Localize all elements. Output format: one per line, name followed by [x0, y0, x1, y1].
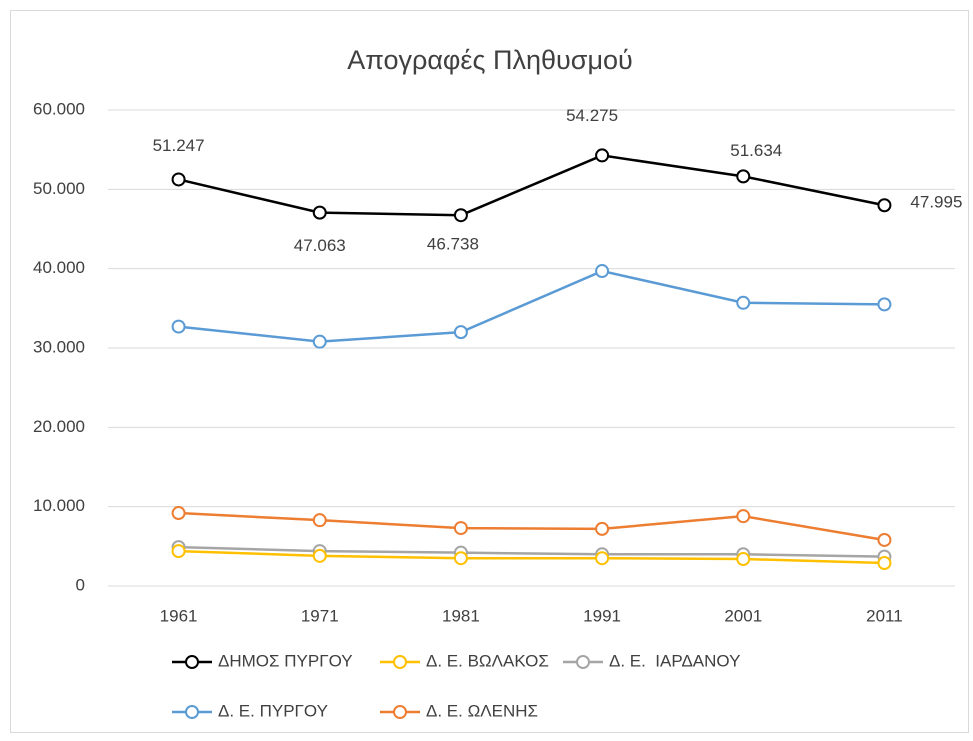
- point-marker: [736, 295, 751, 310]
- point-marker: [453, 208, 468, 223]
- point-marker: [595, 148, 610, 163]
- point-marker: [171, 319, 186, 334]
- data-label: 46.738: [427, 235, 479, 254]
- point-marker: [877, 198, 892, 213]
- data-label: 54.275: [566, 106, 618, 125]
- point-marker: [312, 513, 327, 528]
- data-label: 47.063: [294, 236, 346, 255]
- point-marker: [312, 334, 327, 349]
- y-tick-label: 50.000: [33, 179, 85, 198]
- point-marker: [312, 205, 327, 220]
- point-marker: [877, 532, 892, 547]
- legend-label: Δ. Ε. ΩΛΕΝΗΣ: [426, 701, 538, 720]
- data-label: 51.634: [730, 141, 782, 160]
- x-tick-label: 2011: [866, 606, 903, 625]
- point-marker: [736, 509, 751, 524]
- point-marker: [736, 169, 751, 184]
- y-tick-label: 20.000: [33, 417, 85, 436]
- x-tick-label: 1981: [442, 606, 480, 625]
- series-line: [178, 269, 885, 343]
- point-marker: [877, 555, 892, 570]
- point-marker: [595, 551, 610, 566]
- legend-label: Δ. Ε. ΙΑΡΔΑΝΟΥ: [609, 651, 740, 670]
- y-tick-label: 30.000: [33, 337, 85, 356]
- x-tick-label: 1971: [301, 606, 339, 625]
- point-marker: [595, 521, 610, 536]
- legend-label: Δ. Ε. ΒΩΛΑΚΟΣ: [426, 651, 549, 670]
- point-marker: [736, 552, 751, 567]
- x-tick-label: 1961: [160, 606, 198, 625]
- point-marker: [171, 506, 186, 521]
- series-line: [178, 511, 885, 542]
- series-line: [178, 545, 885, 558]
- y-tick-label: 40.000: [33, 258, 85, 277]
- legend-marker: [393, 655, 407, 669]
- chart-title: Απογραφές Πληθυσμού: [347, 45, 633, 75]
- legend-marker: [185, 655, 199, 669]
- point-marker: [877, 297, 892, 312]
- point-marker: [595, 264, 610, 279]
- point-marker: [171, 544, 186, 559]
- chart-frame: [10, 10, 969, 733]
- legend-marker: [576, 655, 590, 669]
- legend-marker: [185, 705, 199, 719]
- legend-label: ΔΗΜΟΣ ΠΥΡΓΟΥ: [218, 651, 353, 670]
- y-tick-label: 10.000: [33, 496, 85, 515]
- point-marker: [453, 325, 468, 340]
- legend-label: Δ. Ε. ΠΥΡΓΟΥ: [218, 701, 328, 720]
- x-tick-label: 2001: [724, 606, 762, 625]
- legend-marker: [393, 705, 407, 719]
- point-marker: [171, 172, 186, 187]
- point-marker: [453, 521, 468, 536]
- data-label: 47.995: [910, 193, 962, 212]
- point-marker: [453, 551, 468, 566]
- point-marker: [312, 548, 327, 563]
- data-label: 51.247: [153, 136, 205, 155]
- series-line: [178, 154, 885, 217]
- x-tick-label: 1991: [583, 606, 621, 625]
- series-line: [178, 549, 885, 565]
- y-tick-label: 60.000: [33, 99, 85, 118]
- y-tick-label: 0: [76, 575, 85, 594]
